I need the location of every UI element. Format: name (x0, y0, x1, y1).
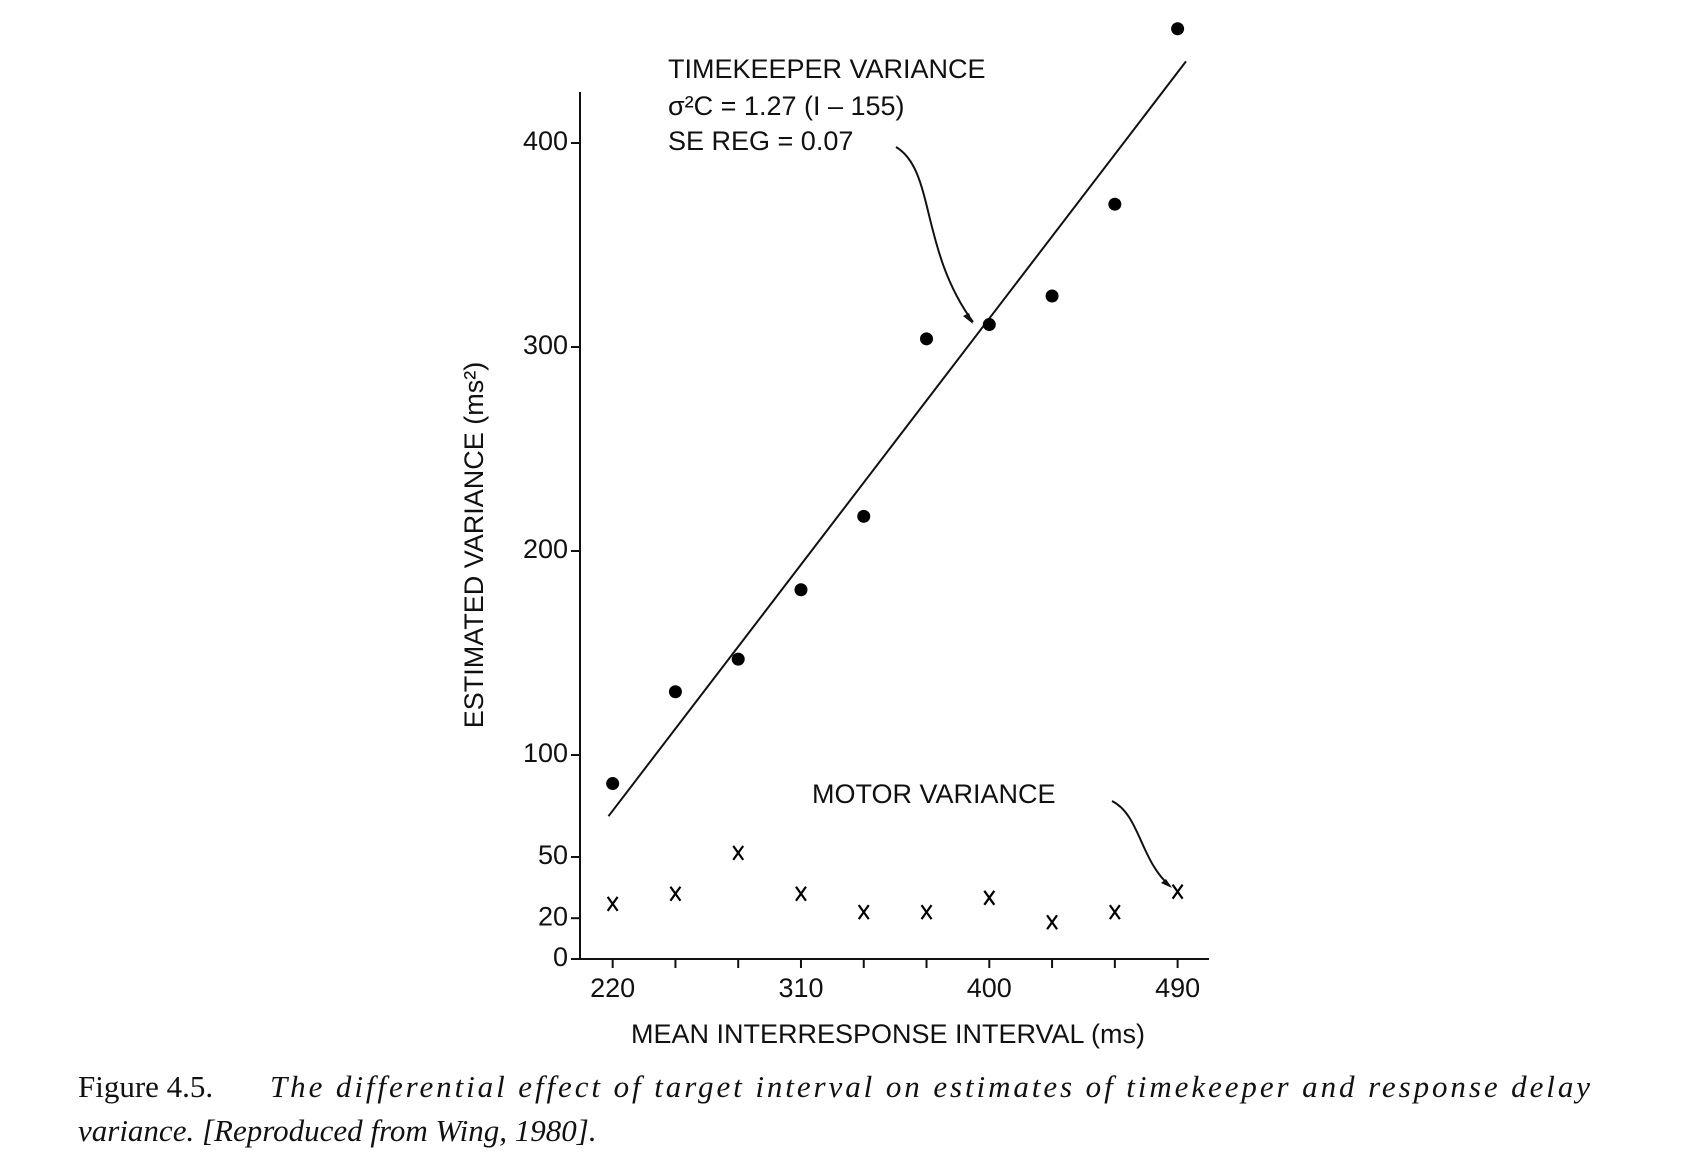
cross-stroke (1171, 884, 1184, 900)
point (794, 583, 808, 597)
y-tick-label: 20 (538, 901, 568, 931)
point (983, 890, 996, 906)
point (668, 685, 682, 699)
cross-stroke (1046, 914, 1058, 930)
point (606, 896, 619, 912)
fit-line (607, 60, 1187, 817)
point (1108, 904, 1121, 920)
point (731, 652, 745, 666)
point (795, 886, 807, 902)
caption-line: The differential effect of target interv… (270, 1069, 1590, 1104)
cross-stroke (732, 845, 745, 861)
caption-line: variance. [Reproduced from Wing, 1980]. (78, 1113, 597, 1148)
formula: σ²C = 1.27 (I – 155) (668, 91, 905, 121)
point (1045, 289, 1059, 303)
point (669, 886, 682, 902)
annotation: SE REG = 0.07 (668, 126, 853, 156)
point (732, 845, 745, 861)
point (606, 777, 620, 791)
point (920, 332, 934, 346)
x-tick-label: 220 (590, 973, 635, 1003)
point (1171, 22, 1185, 36)
y-tick-label: 100 (523, 738, 568, 768)
y-axis-label: ESTIMATED VARIANCE (ms²) (459, 362, 489, 729)
x-tick-label: 310 (778, 973, 823, 1003)
point (920, 904, 933, 920)
arrowhead (1161, 879, 1172, 888)
caption-label: Figure 4.5. (78, 1069, 213, 1104)
cross-stroke (669, 886, 682, 902)
point (857, 904, 870, 920)
cross-stroke (1108, 904, 1121, 920)
y-tick-label: 300 (523, 330, 568, 360)
cross-stroke (983, 890, 996, 906)
point (1171, 884, 1184, 900)
point (982, 318, 996, 332)
x-axis-label: MEAN INTERRESPONSE INTERVAL (ms) (631, 1019, 1145, 1049)
cross-stroke (606, 896, 619, 912)
point (857, 509, 871, 523)
y-tick-label: 0 (553, 942, 568, 972)
cross-stroke (795, 886, 807, 902)
series-label: MOTOR VARIANCE (812, 779, 1056, 809)
cross-stroke (920, 904, 933, 920)
y-tick-label: 400 (523, 126, 568, 156)
arrow (1111, 800, 1171, 887)
x-tick-label: 490 (1155, 973, 1200, 1003)
point (1108, 197, 1122, 211)
y-tick-label: 50 (538, 840, 568, 870)
arrow (895, 146, 974, 323)
x-tick-label: 400 (967, 973, 1012, 1003)
y-tick-label: 200 (523, 534, 568, 564)
arrowhead (963, 313, 973, 324)
series-label: TIMEKEEPER VARIANCE (668, 54, 986, 84)
point (1046, 914, 1058, 930)
cross-stroke (857, 904, 870, 920)
